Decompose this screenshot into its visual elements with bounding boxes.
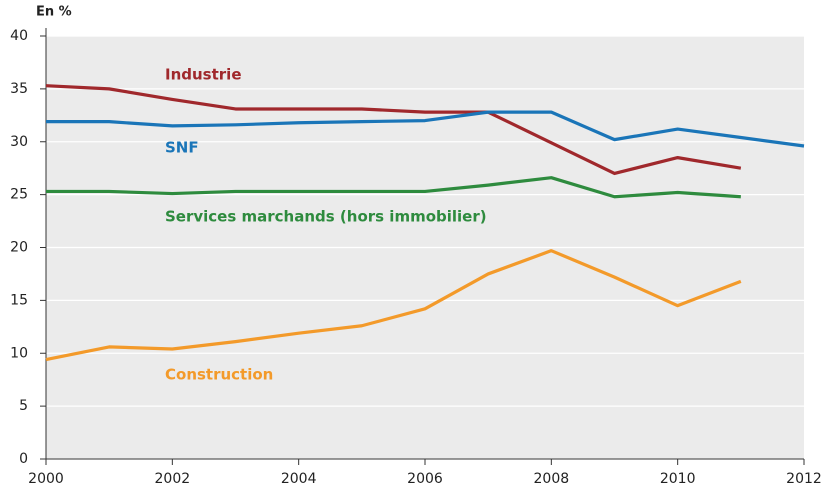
series-label: Construction [165, 366, 273, 384]
y-tick-label: 25 [10, 187, 28, 203]
x-tick-label: 2002 [155, 471, 191, 487]
y-tick-label: 10 [10, 345, 28, 361]
y-tick-label: 0 [19, 451, 28, 467]
x-tick-label: 2008 [534, 471, 570, 487]
y-axis-label: En % [36, 5, 72, 20]
y-tick-label: 20 [10, 240, 28, 256]
x-tick-label: 2000 [28, 471, 64, 487]
y-tick-label: 30 [10, 134, 28, 150]
y-tick-label: 35 [10, 81, 28, 97]
series-line [45, 249, 742, 362]
y-tick-label: 40 [10, 28, 28, 44]
x-tick-label: 2006 [407, 471, 443, 487]
series-label: SNF [165, 139, 199, 157]
y-tick-label: 5 [19, 398, 28, 414]
series-line [46, 176, 741, 199]
series-line [45, 84, 742, 176]
series-label: Industrie [165, 66, 242, 84]
x-tick-label: 2012 [786, 471, 822, 487]
x-tick-label: 2004 [281, 471, 317, 487]
series-line [46, 110, 805, 148]
series-label: Services marchands (hors immobilier) [165, 208, 487, 226]
x-tick-label: 2010 [660, 471, 696, 487]
y-tick-label: 15 [10, 292, 28, 308]
